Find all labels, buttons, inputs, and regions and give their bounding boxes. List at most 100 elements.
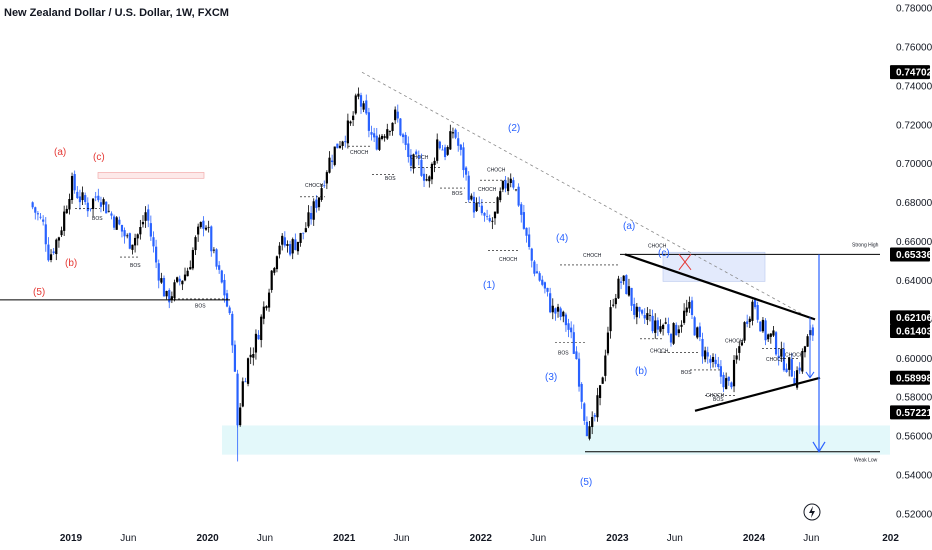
candle [218,265,221,270]
candle [480,205,483,214]
candle [501,180,504,190]
candle [643,315,646,319]
candle [307,212,310,227]
candle [546,287,549,292]
candle [533,261,536,274]
candle [630,287,633,306]
candle [496,197,499,214]
candle [764,320,767,341]
candle [394,109,397,121]
candle [320,188,323,200]
triangle-upper-line [624,253,816,321]
candle [120,224,124,232]
candle [677,329,680,334]
candle [504,180,507,189]
candle [94,196,97,198]
candle [325,172,328,184]
candle [328,157,331,173]
candle [197,226,200,235]
candle [646,313,649,320]
candle [725,378,728,390]
chart-title: New Zealand Dollar / U.S. Dollar, 1W, FX… [4,7,229,19]
choch-label: CHOCH [785,352,804,358]
candle [391,122,394,132]
candle [662,324,665,330]
candle [433,160,436,166]
candle [84,195,87,203]
choch-label: CHOCH [725,339,744,345]
candle [157,263,160,281]
candle [417,155,420,159]
candle [601,377,604,384]
candle [675,324,678,336]
candle [257,334,260,340]
candle [803,346,807,353]
candle [780,348,783,357]
candle [357,93,360,97]
lightning-icon[interactable] [803,503,821,521]
candle [667,324,670,334]
price-tag-label: 0.62106 [896,313,932,324]
candle [793,378,796,386]
price-tick-label: 0.58000 [896,393,932,404]
choch-label: CHOCH [706,393,725,399]
candle [567,323,570,330]
candle [249,354,252,358]
candle [525,227,528,236]
candle [475,202,478,212]
candle [304,228,307,233]
candle [654,320,657,333]
candle [102,199,105,205]
candle [210,226,213,252]
price-tag [890,65,930,80]
candle [162,277,166,297]
candle [693,317,696,336]
triangle-lower-line [694,376,821,412]
candle [698,326,701,338]
candle [191,250,194,269]
candle [262,306,265,319]
candle [704,350,707,360]
candle [244,381,247,383]
bos-label: BOS [452,191,463,197]
candle [570,327,573,333]
choch-label: CHOCH [305,183,324,189]
candle [354,95,357,114]
candle [70,176,74,200]
price-axis: 0.78000 0.76000 0.74000 0.72000 0.70000 0.680… [890,4,932,521]
bos-label: BOS [558,350,569,356]
candle [136,234,139,239]
candle [60,230,63,236]
candle [514,189,518,191]
candle [512,180,515,188]
candle [462,147,465,171]
candle [717,363,720,368]
candle [299,233,302,243]
candle [34,207,37,213]
candle [55,239,58,255]
candle [341,141,344,146]
candle [701,338,704,357]
price-tag [890,310,930,325]
candle [270,270,273,291]
drawings-layer [0,71,880,453]
candle [173,282,176,299]
wave-label-red: (c) [93,152,105,163]
candle [65,208,68,214]
choch-label: CHOCH [766,357,785,363]
candle [378,137,381,150]
candle [170,296,173,300]
candle [559,308,562,318]
candle [383,136,386,138]
arrow-head-icon [812,441,826,453]
time-tick-label: 2023 [606,533,629,544]
candle [49,254,53,261]
candle [801,351,804,372]
time-tick-label: Jun [530,533,546,544]
candle [128,233,131,249]
candle [627,286,631,296]
candle [81,192,84,201]
time-tick-label: Jun [803,533,819,544]
candle [283,237,286,246]
